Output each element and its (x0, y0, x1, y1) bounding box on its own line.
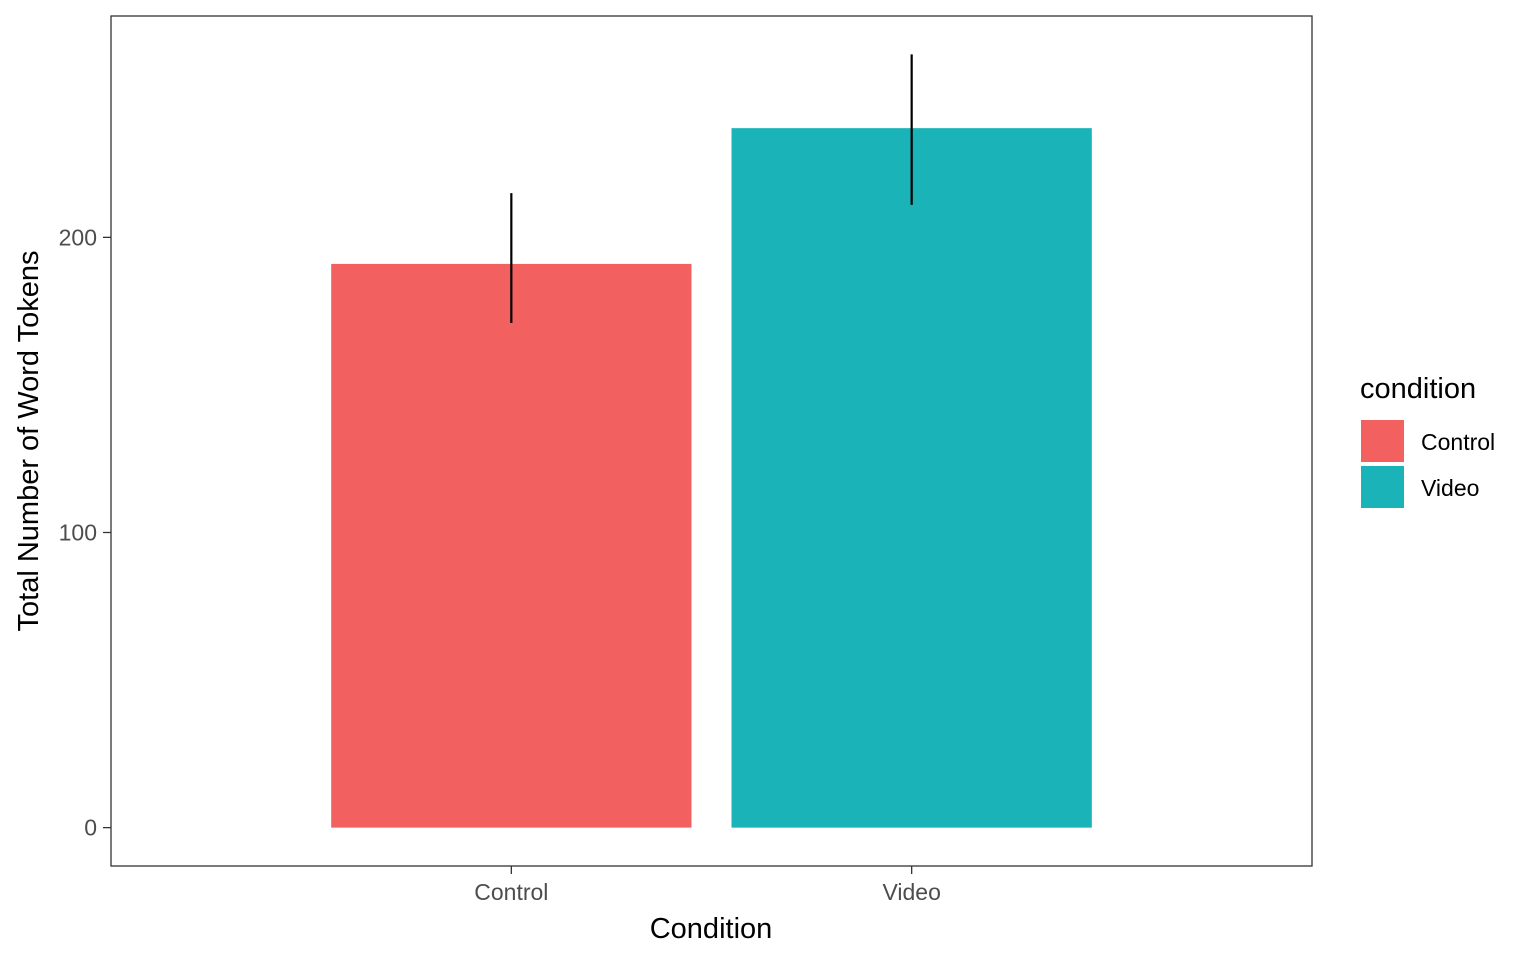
legend-key-control (1361, 420, 1404, 462)
y-tick-label: 200 (59, 224, 97, 250)
x-tick-label-video: Video (882, 879, 940, 905)
plot-panel-border (110, 15, 1313, 867)
y-axis-title: Total Number of Word Tokens (13, 251, 45, 632)
legend-title: condition (1360, 373, 1476, 405)
bars-layer (331, 128, 1092, 828)
legend-key-video (1361, 466, 1404, 508)
legend: condition Control Video (1360, 373, 1495, 508)
bar-control (331, 263, 692, 828)
y-axis: 0 100 200 (59, 224, 111, 841)
legend-label-video: Video (1421, 475, 1479, 501)
x-axis: Control Video (474, 866, 941, 905)
x-tick-label-control: Control (474, 879, 548, 905)
error-bars-layer (510, 54, 913, 323)
bar-video (731, 128, 1092, 828)
y-tick-label: 100 (59, 519, 97, 545)
x-axis-title: Condition (650, 913, 773, 945)
y-tick-label: 0 (84, 815, 97, 841)
legend-label-control: Control (1421, 429, 1495, 455)
